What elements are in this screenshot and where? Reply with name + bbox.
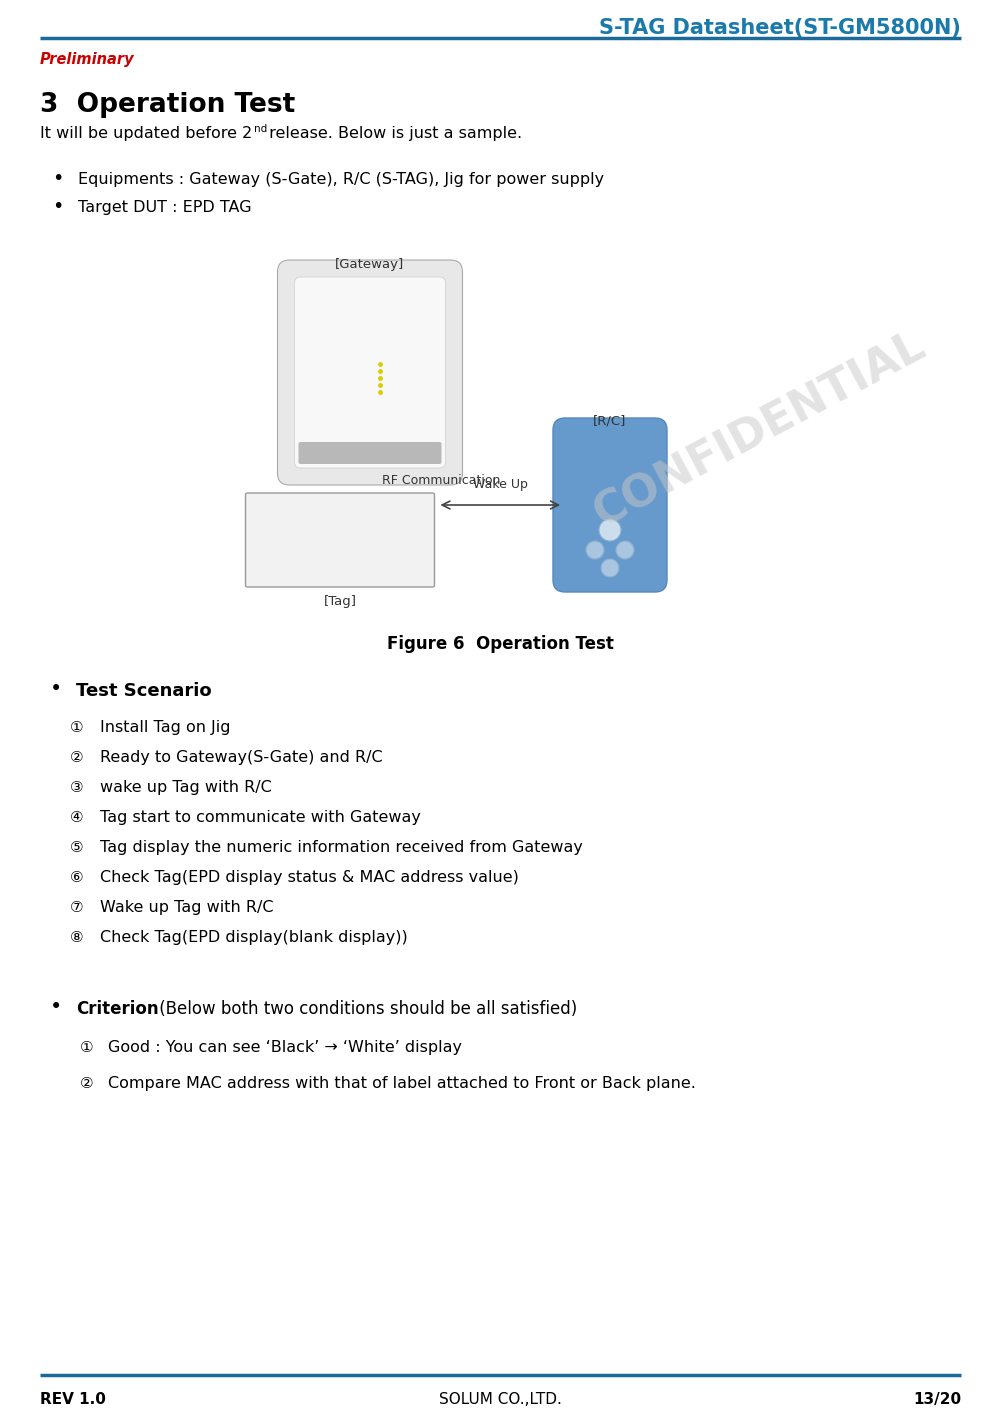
Text: Target DUT : EPD TAG: Target DUT : EPD TAG — [78, 200, 251, 214]
Text: REV 1.0: REV 1.0 — [40, 1393, 106, 1407]
Text: Preliminary: Preliminary — [40, 52, 134, 66]
Ellipse shape — [601, 521, 619, 539]
Text: •: • — [52, 198, 63, 216]
Text: [R/C]: [R/C] — [594, 415, 627, 428]
Text: SOLUM CO.,LTD.: SOLUM CO.,LTD. — [438, 1393, 562, 1407]
Text: Compare MAC address with that of label attached to Front or Back plane.: Compare MAC address with that of label a… — [108, 1077, 696, 1091]
Text: Equipments : Gateway (S-Gate), R/C (S-TAG), Jig for power supply: Equipments : Gateway (S-Gate), R/C (S-TA… — [78, 172, 605, 188]
Text: CONFIDENTIAL: CONFIDENTIAL — [587, 325, 933, 536]
Text: Wake up Tag with R/C: Wake up Tag with R/C — [100, 900, 273, 914]
Ellipse shape — [599, 519, 621, 540]
Text: Ready to Gateway(S-Gate) and R/C: Ready to Gateway(S-Gate) and R/C — [100, 751, 382, 765]
Ellipse shape — [586, 540, 604, 559]
Text: nd: nd — [254, 124, 267, 134]
Text: wake up Tag with R/C: wake up Tag with R/C — [100, 780, 271, 794]
FancyBboxPatch shape — [553, 418, 667, 593]
Text: Tag display the numeric information received from Gateway: Tag display the numeric information rece… — [100, 840, 583, 855]
Text: ①: ① — [70, 720, 84, 735]
Text: ④: ④ — [70, 810, 84, 825]
Text: Good : You can see ‘Black’ → ‘White’ display: Good : You can see ‘Black’ → ‘White’ dis… — [108, 1040, 462, 1055]
Text: ②: ② — [70, 751, 84, 765]
FancyBboxPatch shape — [294, 277, 445, 468]
Text: Test Scenario: Test Scenario — [76, 682, 211, 700]
Text: •: • — [52, 169, 63, 188]
Text: •: • — [50, 998, 62, 1017]
FancyBboxPatch shape — [245, 492, 434, 587]
Text: 13/20: 13/20 — [913, 1393, 961, 1407]
Text: Check Tag(EPD display status & MAC address value): Check Tag(EPD display status & MAC addre… — [100, 871, 519, 885]
Text: [Tag]: [Tag] — [323, 595, 356, 608]
Text: S-TAG Datasheet(ST-GM5800N): S-TAG Datasheet(ST-GM5800N) — [600, 18, 961, 38]
Ellipse shape — [601, 559, 619, 577]
Text: (Below both two conditions should be all satisfied): (Below both two conditions should be all… — [154, 1000, 578, 1017]
Text: Check Tag(EPD display(blank display)): Check Tag(EPD display(blank display)) — [100, 930, 407, 945]
Text: Criterion: Criterion — [76, 1000, 158, 1017]
Text: •: • — [50, 679, 62, 698]
Text: ⑤: ⑤ — [70, 840, 84, 855]
Text: Wake Up: Wake Up — [472, 478, 528, 491]
Text: ①: ① — [80, 1040, 94, 1055]
Text: Figure 6  Operation Test: Figure 6 Operation Test — [386, 635, 614, 653]
Text: release. Below is just a sample.: release. Below is just a sample. — [264, 126, 523, 141]
Text: Install Tag on Jig: Install Tag on Jig — [100, 720, 230, 735]
Ellipse shape — [616, 540, 634, 559]
Text: RF Communication: RF Communication — [382, 474, 500, 487]
FancyBboxPatch shape — [298, 442, 441, 464]
FancyBboxPatch shape — [277, 260, 462, 485]
Text: ③: ③ — [70, 780, 84, 794]
Text: [Gateway]: [Gateway] — [335, 258, 404, 271]
Text: ②: ② — [80, 1077, 94, 1091]
Text: ⑥: ⑥ — [70, 871, 84, 885]
Text: It will be updated before 2: It will be updated before 2 — [40, 126, 252, 141]
Text: ⑧: ⑧ — [70, 930, 84, 945]
Text: 3  Operation Test: 3 Operation Test — [40, 92, 295, 119]
Text: Tag start to communicate with Gateway: Tag start to communicate with Gateway — [100, 810, 420, 825]
Text: ⑦: ⑦ — [70, 900, 84, 914]
